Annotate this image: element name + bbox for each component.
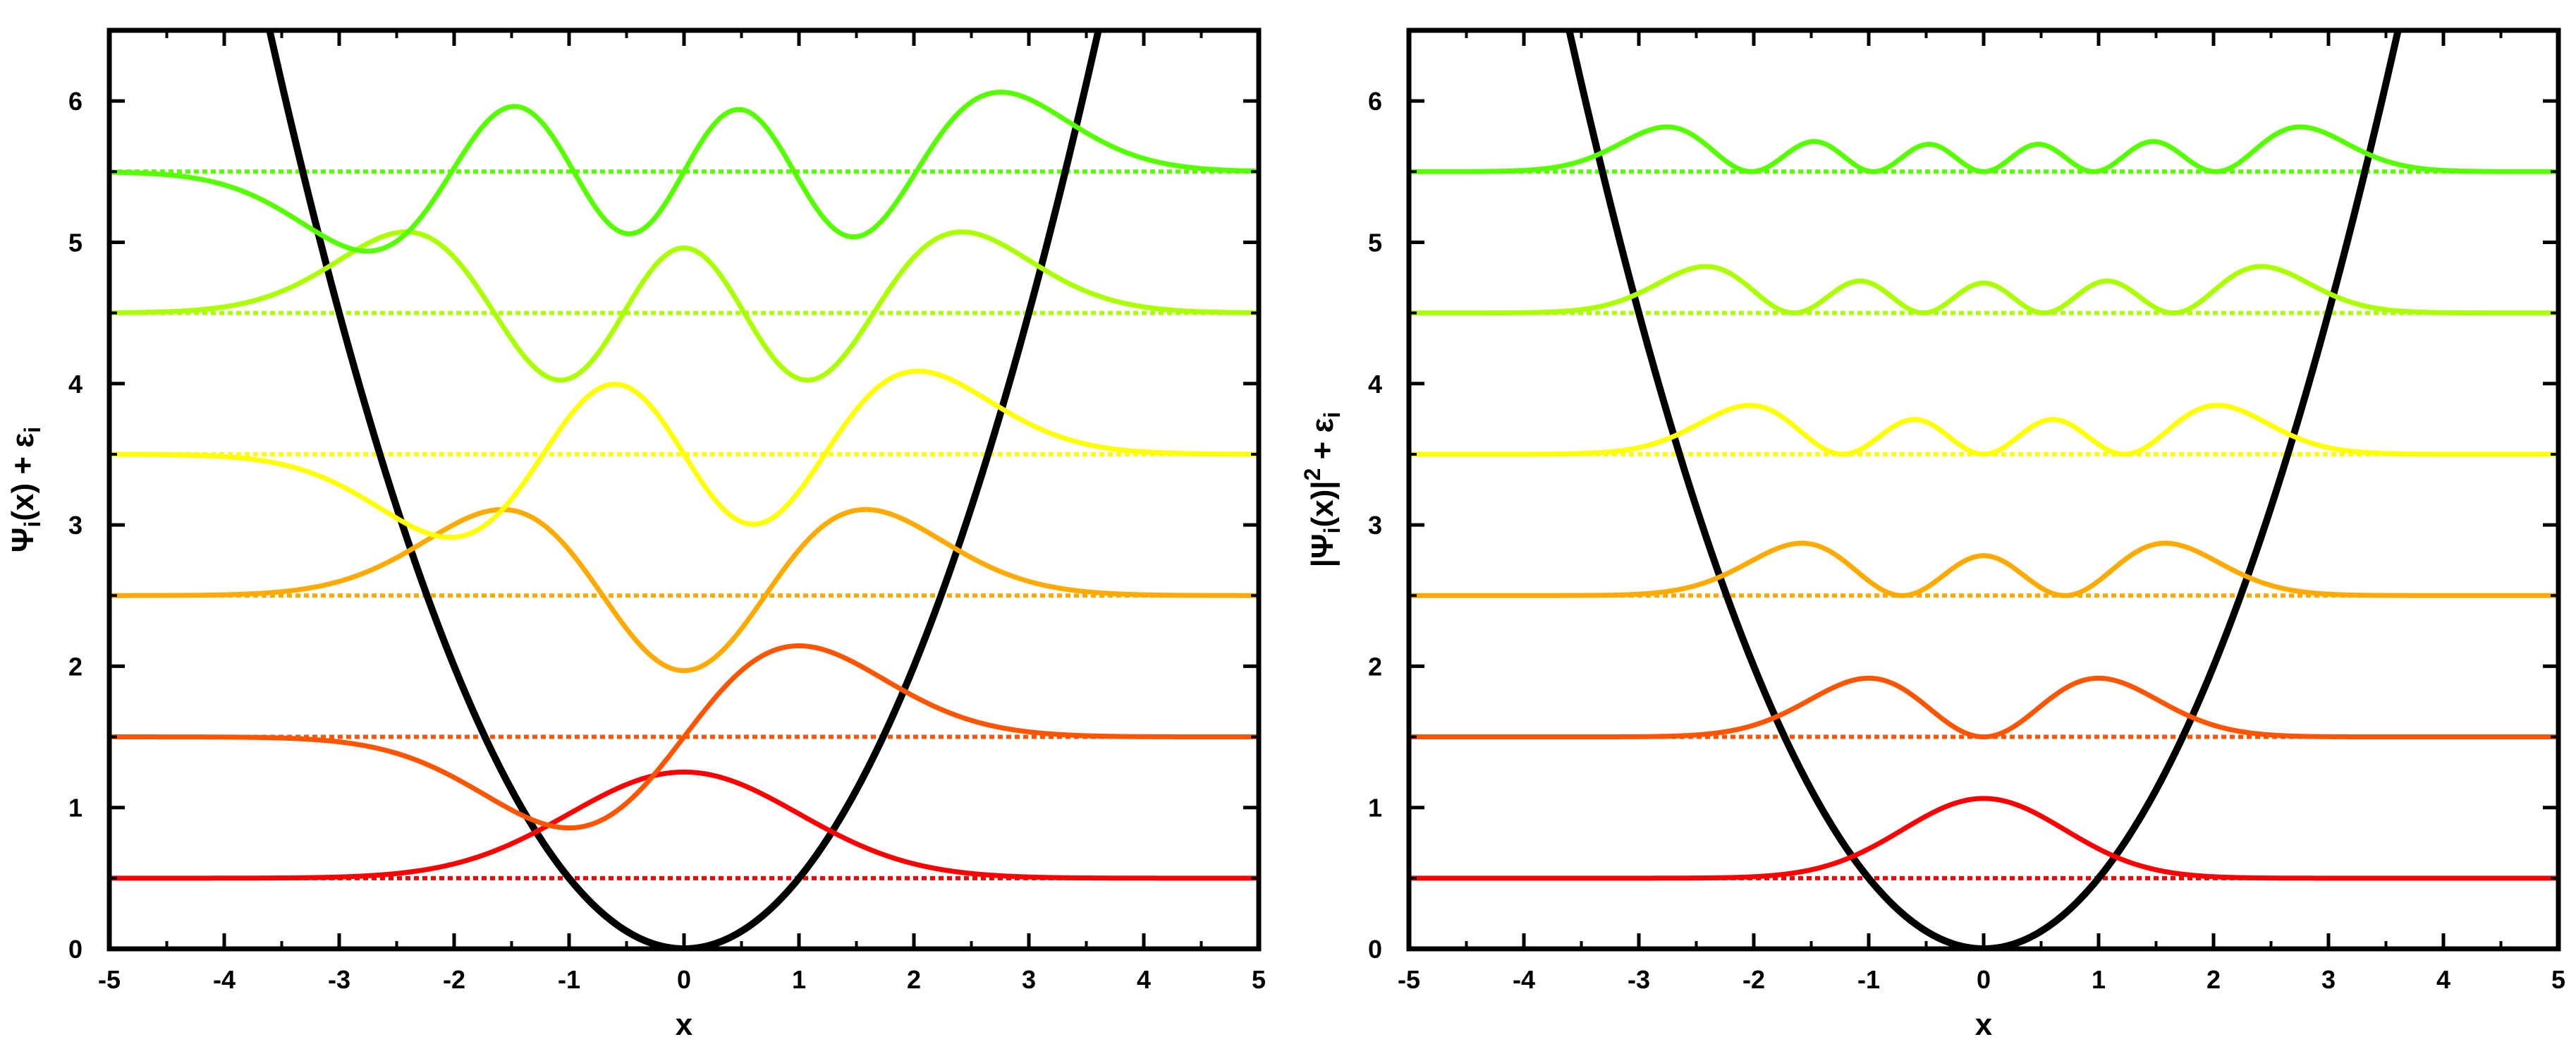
x-tick-label: -1 xyxy=(1857,965,1880,994)
x-axis-title: x xyxy=(676,1007,693,1042)
right-plot-area xyxy=(1409,30,2558,949)
right-plot-frame xyxy=(1406,28,2561,952)
y-tick-label: 5 xyxy=(68,228,83,257)
y-tick-label: 4 xyxy=(68,370,83,399)
potential-curve xyxy=(1565,30,2402,949)
x-tick-label: 5 xyxy=(1252,965,1266,994)
y-tick-label: 1 xyxy=(1368,794,1382,823)
x-tick-label: 0 xyxy=(1977,965,1991,994)
wavefunction-curve-n2 xyxy=(1409,540,2558,598)
x-tick-label: -2 xyxy=(443,965,465,994)
x-tick-label: 4 xyxy=(2436,965,2450,994)
potential-curve xyxy=(266,30,1102,949)
x-tick-label: -3 xyxy=(1628,965,1650,994)
wavefunction-curve-n5 xyxy=(109,90,1259,254)
y-axis-title: Ψi(x) + εi xyxy=(6,427,45,552)
x-tick-label: 3 xyxy=(1022,965,1036,994)
wavefunction-curve-n1 xyxy=(1409,675,2558,740)
x-tick-label: 2 xyxy=(2206,965,2221,994)
x-tick-label: -3 xyxy=(328,965,350,994)
x-tick-label: 3 xyxy=(2321,965,2336,994)
x-tick-label: -4 xyxy=(213,965,236,994)
wavefunction-curve-n5 xyxy=(1409,124,2558,174)
wavefunction-curve-n3 xyxy=(1409,403,2558,457)
y-tick-label: 3 xyxy=(68,511,83,540)
x-tick-label: 0 xyxy=(677,965,691,994)
y-tick-label: 2 xyxy=(1368,652,1382,681)
x-tick-label: -4 xyxy=(1513,965,1535,994)
x-tick-label: -2 xyxy=(1742,965,1765,994)
wavefunction-curve-n0 xyxy=(109,769,1259,881)
x-tick-label: -1 xyxy=(558,965,580,994)
y-tick-label: 6 xyxy=(1368,87,1382,116)
x-tick-label: 1 xyxy=(2092,965,2106,994)
y-tick-label: 0 xyxy=(68,935,83,964)
x-axis-title: x xyxy=(1975,1007,1993,1042)
y-tick-label: 6 xyxy=(68,87,83,116)
wavefunction-curve-n1 xyxy=(109,643,1259,831)
wavefunction-curve-n3 xyxy=(109,368,1259,540)
y-tick-label: 5 xyxy=(1368,228,1382,257)
wavefunction-curve-n4 xyxy=(109,229,1259,383)
y-tick-label: 2 xyxy=(68,652,83,681)
left-plot-area xyxy=(109,30,1259,949)
y-tick-label: 3 xyxy=(1368,511,1382,540)
x-tick-label: 4 xyxy=(1137,965,1151,994)
left-panel: -5 -4 -3 -2 -1 0 1 2 3 4 5 0 1 2 3 4 5 6 x Ψi(x) + εi xyxy=(6,28,1266,1042)
y-tick-label: 0 xyxy=(1368,935,1382,964)
x-tick-label: -5 xyxy=(98,965,121,994)
x-tick-label: 2 xyxy=(907,965,921,994)
x-tick-label: 1 xyxy=(792,965,806,994)
x-tick-label: 5 xyxy=(2551,965,2565,994)
wavefunction-curve-n2 xyxy=(109,507,1259,674)
y-tick-label: 4 xyxy=(1368,370,1382,399)
x-tick-label: -5 xyxy=(1398,965,1420,994)
wavefunction-curve-n0 xyxy=(1409,796,2558,881)
y-axis-title: |Ψi(x)|2 + εi xyxy=(1300,412,1345,568)
y-tick-label: 1 xyxy=(68,794,83,823)
wavefunction-curve-n4 xyxy=(1409,264,2558,316)
right-panel: -5 -4 -3 -2 -1 0 1 2 3 4 5 0 1 2 3 4 5 6 x |Ψi(x)|2 + εi xyxy=(1300,28,2565,1042)
